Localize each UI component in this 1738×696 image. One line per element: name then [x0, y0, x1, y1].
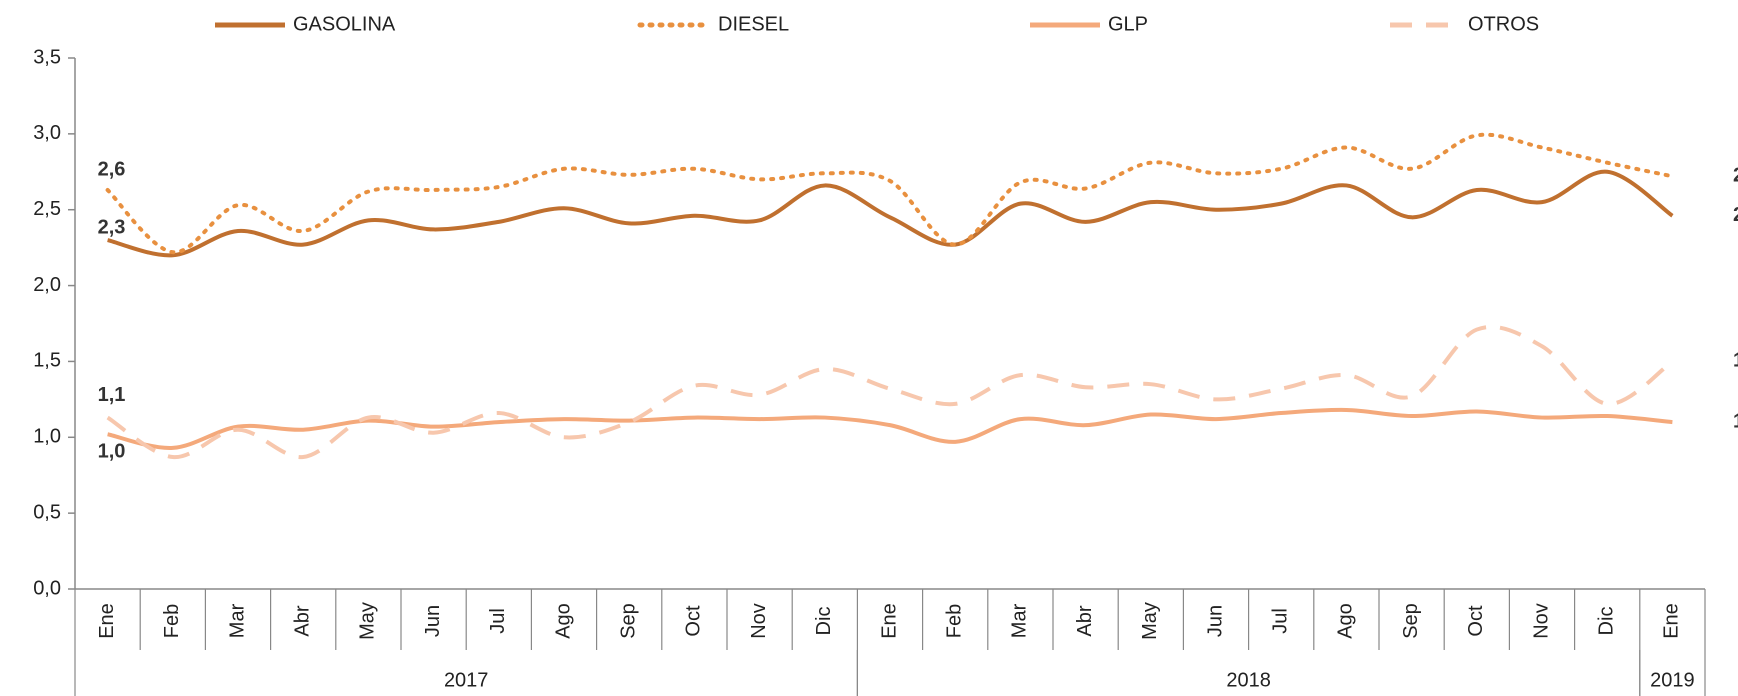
- year-label: 2018: [1226, 669, 1271, 691]
- value-label: 2,7: [1733, 165, 1738, 187]
- value-label: 2,5: [1733, 204, 1738, 226]
- value-label: 2,6: [98, 158, 126, 180]
- x-tick-label: Dic: [813, 607, 835, 636]
- x-tick-label: Sep: [617, 603, 639, 639]
- x-tick-label: Jul: [1269, 608, 1291, 634]
- x-tick-label: Ene: [1661, 603, 1683, 639]
- x-tick-label: Ene: [878, 603, 900, 639]
- value-label: 1,5: [1733, 350, 1738, 372]
- series-line: [106, 324, 1674, 460]
- x-tick-label: Dic: [1595, 607, 1617, 636]
- y-tick-label: 3,5: [33, 46, 61, 68]
- legend-label: GASOLINA: [293, 13, 396, 35]
- y-tick-label: 2,0: [33, 274, 61, 296]
- x-tick-label: May: [357, 602, 379, 640]
- x-tick-label: Ene: [96, 603, 118, 639]
- y-tick-label: 1,5: [33, 350, 61, 372]
- x-tick-label: Ago: [1335, 603, 1357, 639]
- y-tick-label: 1,0: [33, 426, 61, 448]
- series-line: [105, 132, 1675, 255]
- x-tick-label: Ago: [552, 603, 574, 639]
- x-tick-label: Jun: [1204, 605, 1226, 637]
- x-tick-label: Nov: [748, 603, 770, 639]
- value-label: 2,3: [98, 216, 126, 238]
- x-tick-label: Sep: [1400, 603, 1422, 639]
- legend-label: DIESEL: [718, 13, 789, 35]
- series-line: [107, 169, 1674, 258]
- y-tick-label: 0,0: [33, 577, 61, 599]
- x-tick-label: May: [1139, 602, 1161, 640]
- legend-label: GLP: [1108, 13, 1148, 35]
- x-tick-label: Nov: [1530, 603, 1552, 639]
- value-label: 1,0: [98, 441, 126, 463]
- x-tick-label: Jun: [422, 605, 444, 637]
- legend-label: OTROS: [1468, 13, 1539, 35]
- x-tick-label: Mar: [226, 603, 248, 638]
- year-label: 2019: [1650, 669, 1695, 691]
- value-label: 1,1: [98, 384, 126, 406]
- x-tick-label: Abr: [1074, 605, 1096, 636]
- y-tick-label: 3,0: [33, 122, 61, 144]
- x-tick-label: Oct: [683, 605, 705, 637]
- x-tick-label: Abr: [291, 605, 313, 636]
- x-tick-label: Feb: [943, 604, 965, 638]
- x-tick-label: Oct: [1465, 605, 1487, 637]
- value-label: 1,1: [1733, 410, 1738, 432]
- x-tick-label: Mar: [1009, 603, 1031, 638]
- series-line: [107, 407, 1673, 450]
- x-tick-label: Feb: [161, 604, 183, 638]
- y-tick-label: 2,5: [33, 198, 61, 220]
- y-tick-label: 0,5: [33, 501, 61, 523]
- x-tick-label: Jul: [487, 608, 509, 634]
- year-label: 2017: [444, 669, 489, 691]
